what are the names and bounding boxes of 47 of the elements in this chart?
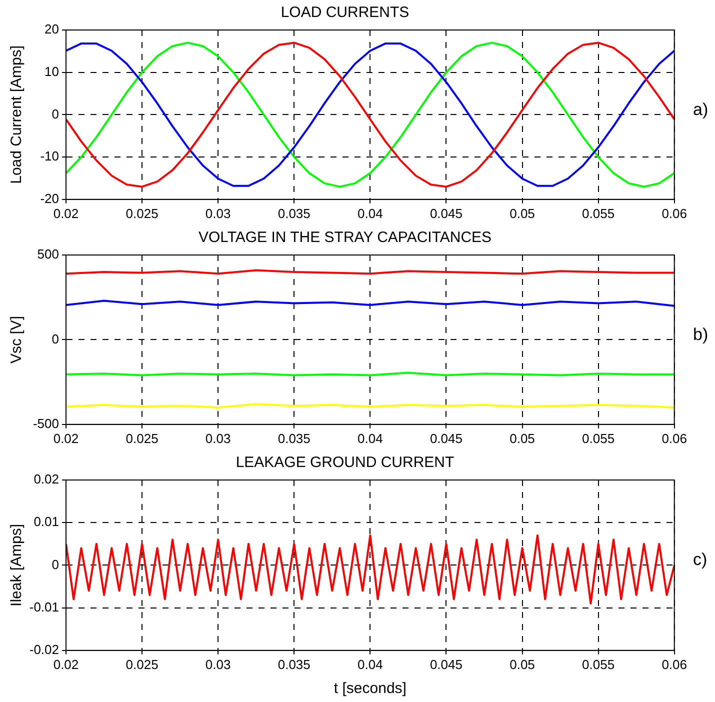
chart-title: VOLTAGE IN THE STRAY CAPACITANCES — [198, 229, 492, 246]
x-tick-label: 0.045 — [430, 430, 462, 446]
x-tick-label: 0.025 — [126, 430, 158, 446]
x-tick-label: 0.05 — [510, 430, 535, 446]
y-tick-label: -0.01 — [29, 599, 59, 614]
y-axis-title: Load Current [Amps] — [8, 45, 26, 184]
x-tick-label: 0.03 — [205, 430, 231, 446]
x-axis-title: t [seconds] — [334, 680, 406, 698]
y-tick-label: 0.01 — [34, 514, 59, 530]
x-tick-label: 0.045 — [430, 656, 462, 672]
y-tick-label: 10 — [44, 64, 59, 79]
y-tick-label: -20 — [40, 190, 59, 206]
y-tick-label: 0 — [52, 106, 59, 122]
x-tick-label: 0.055 — [582, 430, 615, 446]
y-axis-title: Ileak [Amps] — [8, 524, 26, 606]
x-tick-label: 0.04 — [358, 430, 383, 446]
y-tick-label: -10 — [40, 148, 59, 164]
y-tick-label: -500 — [32, 416, 59, 431]
x-tick-label: 0.06 — [662, 430, 688, 446]
x-tick-label: 0.035 — [278, 430, 310, 446]
y-tick-label: 0.02 — [34, 472, 59, 487]
x-tick-label: 0.035 — [278, 656, 310, 672]
x-tick-label: 0.06 — [662, 656, 688, 672]
x-tick-label: 0.045 — [430, 206, 462, 221]
x-tick-label: 0.05 — [510, 656, 535, 672]
y-axis-title: Vsc [V] — [8, 316, 26, 364]
y-tick-label: 0 — [52, 556, 59, 572]
x-tick-label: 0.035 — [278, 206, 310, 221]
y-tick-label: 500 — [37, 246, 59, 262]
x-tick-label: 0.025 — [126, 206, 158, 221]
x-tick-label: 0.055 — [582, 206, 615, 221]
x-tick-label: 0.03 — [205, 656, 231, 672]
y-tick-label: 20 — [44, 22, 59, 37]
y-tick-label: 0 — [52, 331, 59, 346]
x-tick-label: 0.055 — [582, 656, 615, 672]
x-tick-label: 0.04 — [358, 206, 383, 221]
text: a) — [693, 100, 708, 120]
x-tick-label: 0.05 — [510, 206, 535, 221]
text: c) — [693, 550, 708, 570]
x-tick-label: 0.06 — [662, 206, 688, 221]
chart-title: LEAKAGE GROUND CURRENT — [236, 454, 454, 472]
chart-title: LOAD CURRENTS — [280, 4, 410, 22]
x-tick-label: 0.04 — [358, 656, 383, 672]
y-tick-label: -0.02 — [29, 642, 59, 657]
x-tick-label: 0.025 — [126, 656, 158, 672]
x-tick-label: 0.03 — [205, 206, 231, 221]
text: b) — [693, 325, 708, 345]
